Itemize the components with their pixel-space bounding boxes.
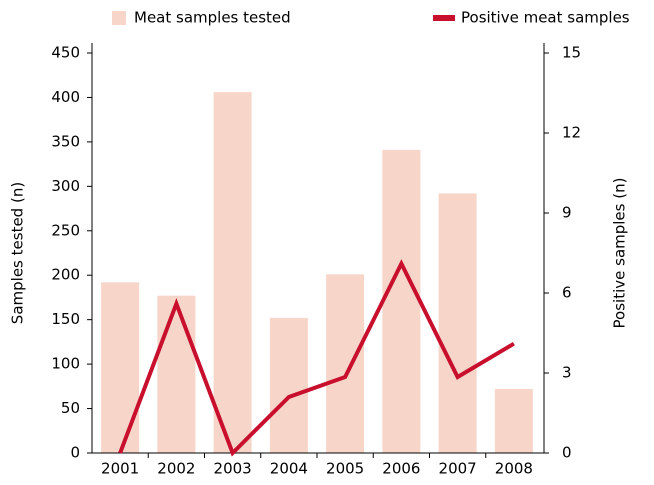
legend-swatch [112,11,126,25]
y-axis-label: Samples tested (n) [9,182,27,324]
y-tick-label: 350 [51,132,80,150]
bar [269,317,308,453]
bar [494,389,533,453]
x-tick-label: 2002 [157,460,195,478]
legend-label: Positive meat samples [461,9,630,27]
bar [438,193,477,453]
y-tick-label: 150 [51,310,80,328]
line [118,259,515,457]
x-tick-label: 2006 [382,460,420,478]
y-tick-label: 450 [51,44,80,62]
bar [157,295,196,453]
x-tick-label: 2003 [214,460,252,478]
x-tick-label: 2001 [101,460,139,478]
y-tick-label: 200 [51,266,80,284]
y-tick-label: 250 [51,221,80,239]
y-tick-label: 50 [61,399,80,417]
bar [101,282,140,453]
y2-tick-label: 12 [562,124,581,142]
y2-tick-label: 9 [562,204,572,222]
y-tick-label: 300 [51,177,80,195]
y2-axis-label: Positive samples (n) [611,178,629,329]
y-tick-label: 0 [70,444,80,462]
bar [326,274,365,453]
x-tick-label: 2005 [326,460,364,478]
y2-tick-label: 15 [562,44,581,62]
bar [213,92,252,453]
x-tick-label: 2004 [270,460,308,478]
legend-swatch [433,15,455,21]
y-tick-label: 400 [51,88,80,106]
y-tick-label: 100 [51,355,80,373]
y2-tick-label: 0 [562,444,572,462]
x-tick-label: 2007 [439,460,477,478]
y2-tick-label: 6 [562,284,572,302]
legend-label: Meat samples tested [134,9,291,27]
y2-tick-label: 3 [562,364,572,382]
x-tick-label: 2008 [495,460,533,478]
bar [382,149,421,453]
